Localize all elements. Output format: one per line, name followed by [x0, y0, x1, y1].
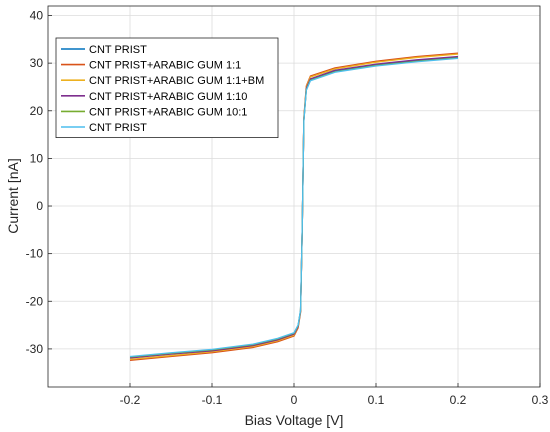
legend-entry: CNT PRIST+ARABIC GUM 1:10	[89, 91, 247, 103]
y-tick-label: 0	[36, 199, 43, 213]
x-tick-label: 0.2	[450, 393, 467, 407]
y-tick-label: 10	[30, 151, 44, 165]
x-tick-label: 0.1	[368, 393, 385, 407]
grid	[48, 6, 541, 387]
y-tick-label: -30	[26, 342, 44, 356]
y-tick-label: -20	[26, 294, 44, 308]
y-tick-label: -10	[26, 247, 44, 261]
series-lines	[129, 52, 459, 361]
legend-entry: CNT PRIST+ARABIC GUM 1:1+BM	[89, 75, 264, 87]
x-tick-label: -0.2	[120, 393, 141, 407]
y-tick-label: 30	[30, 56, 44, 70]
legend-entry: CNT PRIST+ARABIC GUM 1:1	[89, 60, 241, 72]
legend: CNT PRIST CNT PRIST+ARABIC GUM 1:1 CNT PRI…	[55, 37, 279, 138]
x-tick-label: 0.3	[532, 393, 549, 407]
legend-entry: CNT PRIST	[89, 44, 147, 56]
x-tick-label: -0.1	[202, 393, 223, 407]
axis-ticks: -0.2 -0.1 0 0.1 0.2 0.3 -30 -20 -10 0 10 20 30 40	[26, 9, 549, 407]
y-tick-label: 20	[30, 104, 44, 118]
y-axis-label: Current [nA]	[5, 158, 21, 233]
series-line-6	[129, 57, 459, 358]
legend-entry: CNT PRIST+ARABIC GUM 10:1	[89, 106, 247, 118]
x-axis-label: Bias Voltage [V]	[245, 412, 344, 428]
legend-entry: CNT PRIST	[89, 122, 147, 134]
x-tick-label: 0	[291, 393, 298, 407]
legend-box	[55, 37, 279, 138]
y-tick-label: 40	[30, 9, 44, 23]
